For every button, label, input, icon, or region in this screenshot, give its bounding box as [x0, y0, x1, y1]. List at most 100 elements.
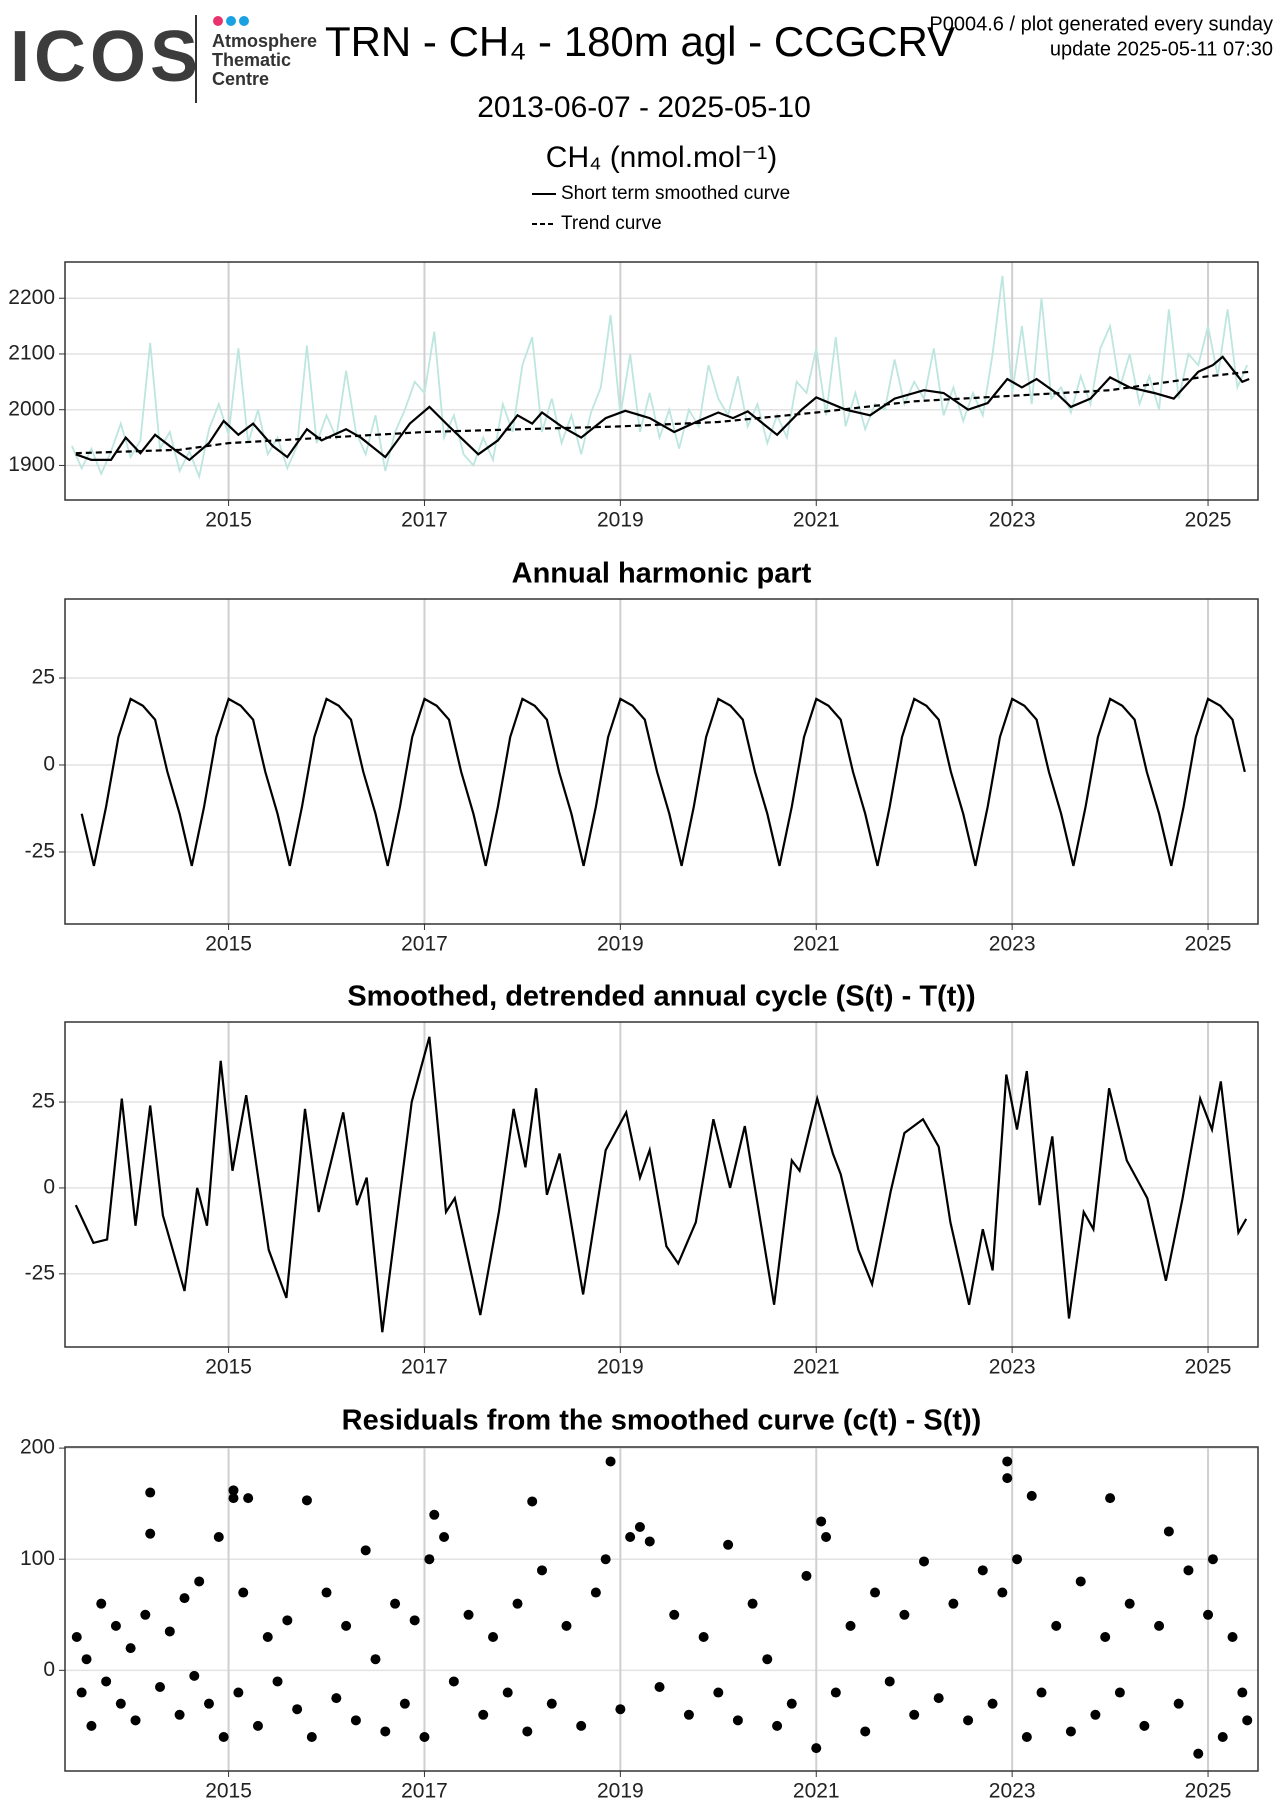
- point: [698, 1632, 709, 1642]
- chart-title: Residuals from the smoothed curve (c(t) …: [342, 1405, 982, 1437]
- point: [174, 1709, 185, 1720]
- plot-background: [65, 262, 1258, 500]
- series-line: [75, 370, 1250, 455]
- point: [732, 1715, 743, 1726]
- point: [399, 1698, 410, 1709]
- point: [1242, 1715, 1253, 1726]
- point: [419, 1732, 430, 1742]
- point: [228, 1493, 239, 1504]
- chart-title: Annual harmonic part: [512, 558, 812, 590]
- point: [625, 1532, 636, 1542]
- y-tick-label: -25: [25, 1261, 55, 1284]
- y-tick-label: 1900: [8, 453, 55, 476]
- y-tick-label: 100: [20, 1547, 55, 1570]
- point: [164, 1626, 175, 1637]
- logo-sub: Atmosphere: [212, 31, 317, 51]
- point: [1051, 1620, 1062, 1631]
- y-tick-label: 0: [43, 1658, 55, 1681]
- logo-dot: [226, 16, 236, 26]
- point: [243, 1493, 254, 1504]
- chart-title: CH₄ (nmol.mol⁻¹): [546, 141, 777, 174]
- logo-dot: [239, 16, 249, 26]
- point: [1114, 1687, 1125, 1698]
- x-tick-label: 2019: [597, 509, 644, 532]
- point: [380, 1726, 391, 1737]
- point: [1065, 1726, 1076, 1737]
- point: [899, 1609, 910, 1620]
- point: [546, 1698, 557, 1709]
- point: [884, 1676, 895, 1687]
- point: [145, 1487, 156, 1498]
- point: [1217, 1732, 1228, 1742]
- x-tick-label: 2017: [401, 509, 448, 532]
- y-tick-label: 0: [43, 1175, 55, 1198]
- x-tick-label: 2019: [597, 933, 644, 956]
- point: [811, 1743, 822, 1754]
- point: [977, 1565, 988, 1576]
- point: [101, 1676, 112, 1687]
- point: [537, 1565, 548, 1576]
- logo-sub: Centre: [212, 69, 269, 89]
- point: [963, 1715, 974, 1726]
- point: [786, 1698, 797, 1709]
- note: P0004.6 / plot generated every sunday: [929, 13, 1273, 35]
- x-tick-label: 2023: [989, 1780, 1036, 1800]
- point: [590, 1587, 601, 1598]
- point: [272, 1676, 283, 1687]
- point: [301, 1495, 312, 1506]
- point: [1105, 1493, 1116, 1504]
- point: [228, 1485, 239, 1496]
- plot-frame: [64, 261, 1259, 501]
- point: [801, 1570, 812, 1581]
- point: [81, 1654, 92, 1665]
- point: [360, 1545, 371, 1556]
- point: [213, 1532, 224, 1542]
- point: [747, 1598, 758, 1609]
- series-line: [75, 355, 1250, 462]
- x-tick-label: 2025: [1185, 1780, 1232, 1800]
- point: [370, 1654, 381, 1665]
- point: [997, 1587, 1008, 1598]
- point: [1002, 1456, 1013, 1467]
- point: [96, 1598, 107, 1609]
- point: [179, 1593, 190, 1604]
- point: [918, 1556, 929, 1567]
- x-tick-label: 2015: [205, 1780, 252, 1800]
- legend-label: Short term smoothed curve: [561, 183, 790, 204]
- point: [292, 1704, 303, 1715]
- point: [669, 1609, 680, 1620]
- point: [527, 1496, 538, 1507]
- point: [909, 1709, 920, 1720]
- point: [948, 1598, 959, 1609]
- plot-background: [65, 1022, 1258, 1347]
- point: [1203, 1609, 1214, 1620]
- series-line: [80, 697, 1246, 867]
- legend-label: Trend curve: [561, 213, 662, 234]
- plot-frame: [64, 598, 1259, 925]
- point: [218, 1732, 229, 1742]
- point: [1090, 1709, 1101, 1720]
- point: [1002, 1473, 1013, 1484]
- point: [1173, 1698, 1184, 1709]
- point: [145, 1528, 156, 1539]
- update: update 2025-05-11 07:30: [1050, 38, 1273, 60]
- point: [463, 1609, 474, 1620]
- plot-background: [65, 1447, 1258, 1771]
- logo-sub: Thematic: [212, 50, 291, 70]
- point: [1193, 1748, 1204, 1759]
- x-tick-label: 2023: [989, 933, 1036, 956]
- point: [321, 1587, 332, 1598]
- point: [723, 1539, 734, 1550]
- point: [194, 1576, 205, 1587]
- point: [683, 1709, 694, 1720]
- point: [870, 1587, 881, 1598]
- y-tick-label: 25: [32, 1090, 55, 1113]
- point: [860, 1726, 871, 1737]
- point: [654, 1682, 665, 1692]
- point: [115, 1698, 126, 1709]
- x-tick-label: 2021: [793, 933, 840, 956]
- point: [821, 1532, 832, 1542]
- point: [110, 1620, 121, 1631]
- title: TRN - CH₄ - 180m agl - CCGCRV: [325, 18, 955, 65]
